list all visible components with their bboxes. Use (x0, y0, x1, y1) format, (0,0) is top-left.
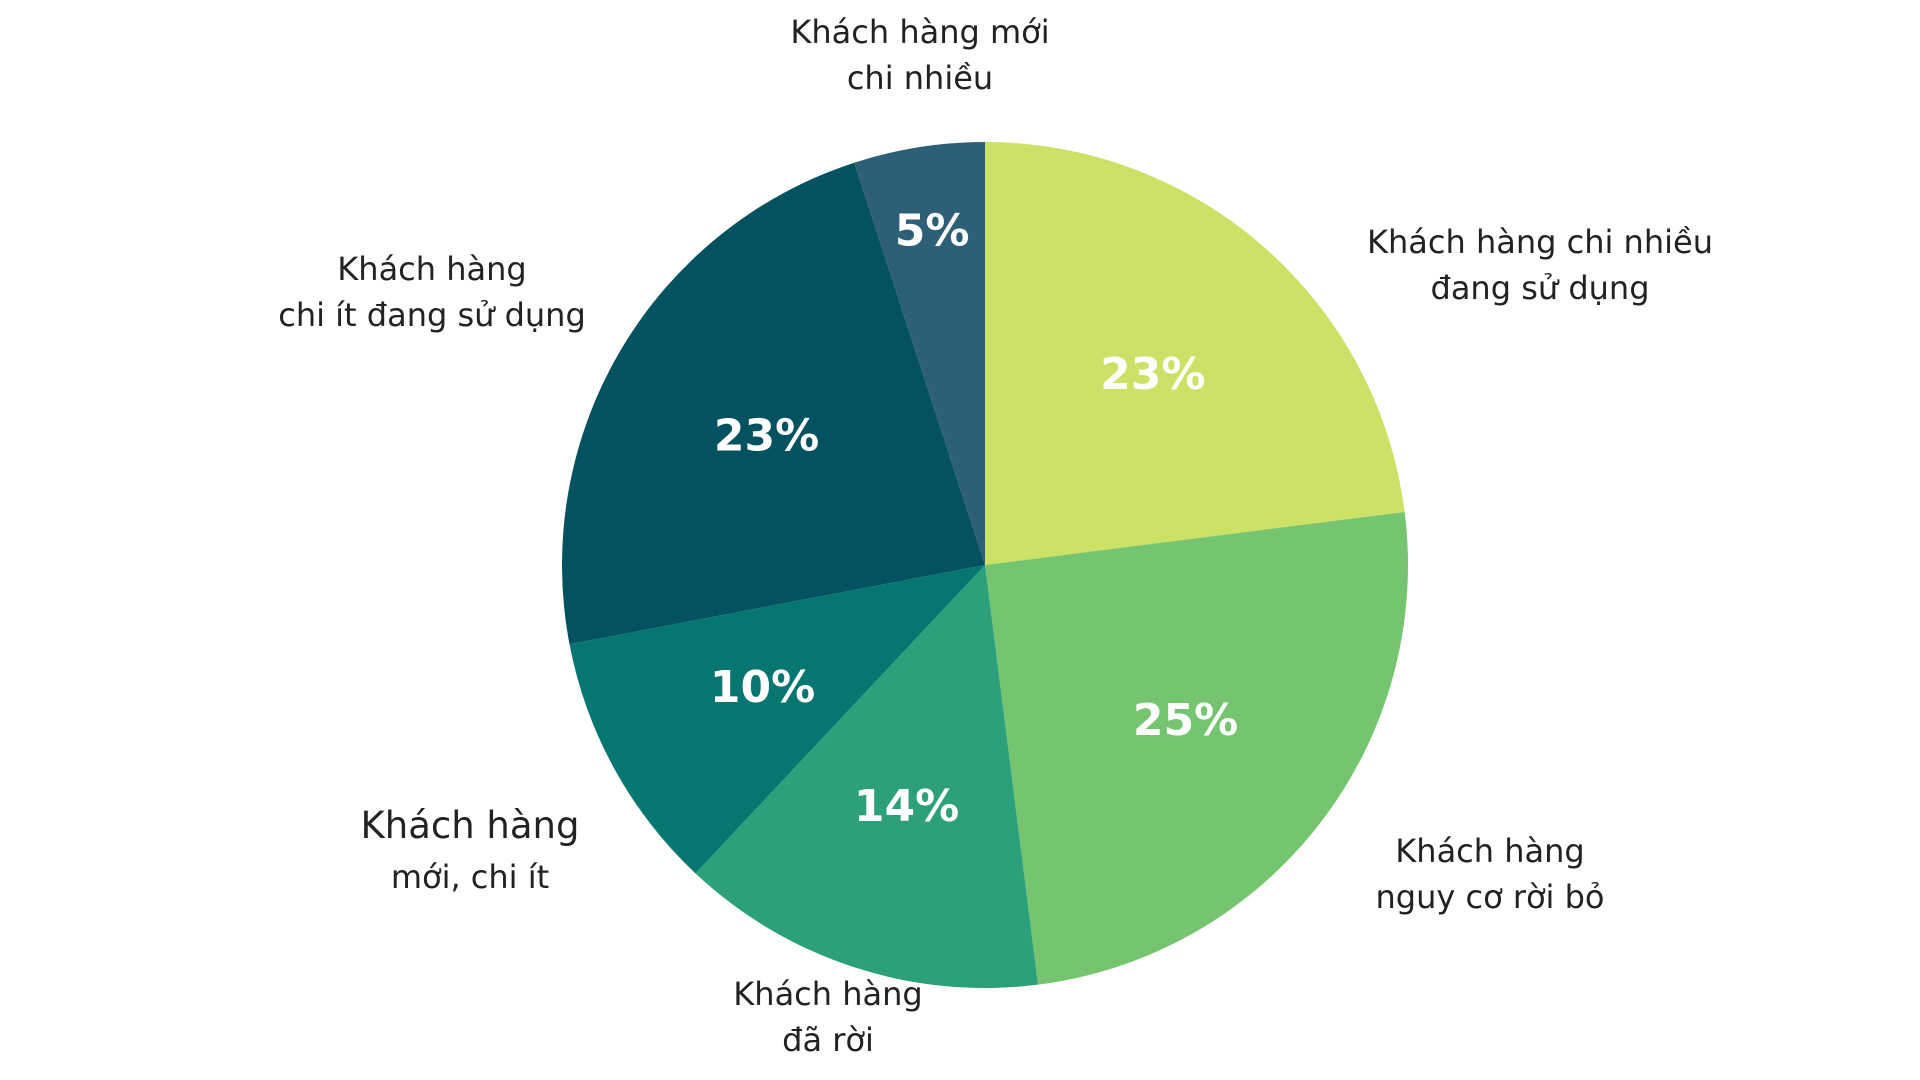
pie-slice-5 (854, 142, 985, 565)
pie-value-label-2: 14% (854, 781, 959, 832)
pie-category-label-line: Khách hàng (360, 804, 579, 847)
pie-slices (561, 142, 1408, 988)
pie-category-label-line: chi ít đang sử dụng (278, 296, 586, 334)
pie-category-label-3: Khách hàng mới, chi ít (360, 804, 579, 896)
pie-category-label-2: Khách hàng đã rời (733, 975, 922, 1059)
pie-category-label-line: Khách hàng (1395, 832, 1584, 870)
pie-category-label-1: Khách hàng nguy cơ rời bỏ (1375, 832, 1604, 916)
pie-category-label-line: mới, chi ít (391, 858, 549, 896)
pie-value-labels: 23% 25% 14% 10% 23% 5% (710, 205, 1238, 832)
pie-slice-2 (695, 565, 1039, 988)
pie-category-label-line: Khách hàng (337, 250, 526, 288)
pie-slice-0 (985, 142, 1405, 565)
pie-slice-4 (561, 162, 985, 645)
pie-category-label-line: Khách hàng mới (790, 13, 1049, 51)
pie-value-label-0: 23% (1100, 349, 1205, 400)
pie-category-label-0: Khách hàng chi nhiều đang sử dụng (1367, 223, 1713, 307)
pie-category-label-4: Khách hàng chi ít đang sử dụng (278, 250, 586, 334)
pie-category-label-line: Khách hàng chi nhiều (1367, 223, 1713, 261)
pie-value-label-3: 10% (710, 662, 815, 713)
pie-category-label-line: nguy cơ rời bỏ (1375, 878, 1604, 916)
pie-category-label-line: chi nhiều (847, 59, 993, 97)
pie-category-label-line: đang sử dụng (1431, 269, 1650, 307)
pie-value-label-1: 25% (1133, 695, 1238, 746)
pie-value-label-5: 5% (895, 205, 970, 256)
pie-category-label-line: đã rời (782, 1021, 874, 1059)
pie-category-label-line: Khách hàng (733, 975, 922, 1013)
pie-category-label-5: Khách hàng mới chi nhiều (790, 13, 1049, 97)
pie-slice-3 (569, 565, 985, 874)
pie-value-label-4: 23% (714, 410, 819, 461)
pie-slice-1 (985, 511, 1408, 985)
